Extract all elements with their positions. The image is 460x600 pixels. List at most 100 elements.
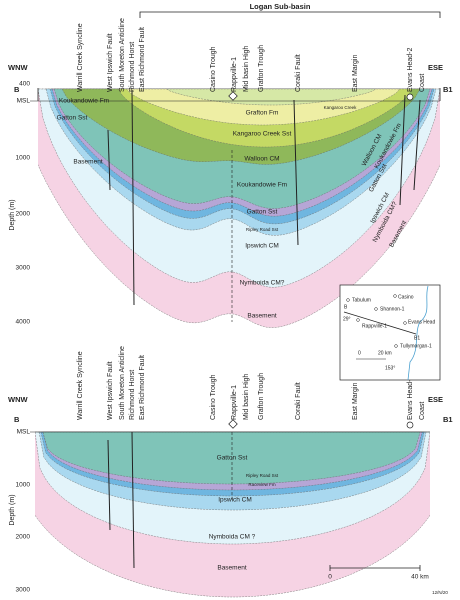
- label: B: [14, 415, 20, 424]
- label: Nymboida CM ?: [209, 534, 256, 541]
- label: Warrill Creek Syncline: [77, 23, 84, 92]
- label: Coraki Fault: [295, 382, 302, 420]
- coastline: [407, 285, 429, 381]
- rock-layer: [42, 431, 421, 485]
- line: [413, 99, 421, 191]
- label: Rappville-1: [362, 323, 387, 329]
- label: Rappville-1: [231, 57, 238, 92]
- label: 400: [19, 81, 30, 88]
- label: Tullymorgan-1: [400, 343, 432, 349]
- label: Grafton Fm: [246, 110, 279, 117]
- label: Walloon CM: [244, 156, 279, 163]
- label: Kangaroo Creek Sst: [233, 131, 292, 138]
- label: Coast: [419, 74, 426, 92]
- label: 2000: [16, 534, 31, 541]
- label: 3000: [16, 587, 31, 594]
- label: Basement: [217, 565, 246, 572]
- bottom-section-layers: [35, 431, 430, 598]
- line: [293, 99, 299, 246]
- label: ESE: [428, 395, 443, 404]
- label: Nymboida CM?: [240, 280, 285, 287]
- label: Gatton Sst: [217, 455, 248, 462]
- label: East Margin: [352, 383, 359, 420]
- label: East Margin: [352, 55, 359, 92]
- label: 153°: [385, 365, 395, 371]
- place-marker: [394, 344, 398, 348]
- label: ESE: [428, 63, 443, 72]
- label: WNW: [8, 63, 28, 72]
- label: Kangaroo Creek: [324, 105, 358, 110]
- label: 40 km: [411, 574, 429, 581]
- line: [131, 89, 135, 306]
- label: 0: [358, 350, 361, 356]
- line: [343, 311, 417, 335]
- line: [107, 129, 111, 191]
- label: Gatton Sst: [247, 209, 278, 216]
- label: Ipswich CM: [218, 497, 252, 504]
- label: East Richmond Fault: [139, 355, 146, 420]
- place-marker: [374, 307, 378, 311]
- label: Depth (m): [9, 494, 16, 525]
- label: Grafton Trough: [258, 373, 265, 420]
- bracket: [139, 11, 441, 18]
- label: 1000: [16, 482, 31, 489]
- label: MSL: [17, 429, 31, 436]
- label: Casino Trough: [210, 374, 217, 420]
- label: 3000: [16, 265, 31, 272]
- label: Shannon-1: [380, 306, 405, 312]
- line: [107, 439, 111, 531]
- label: Ripley Road Sst: [246, 227, 279, 232]
- label: Logan Sub-basin: [250, 2, 311, 11]
- label: Tabulum: [352, 297, 371, 303]
- label: Richmond Horst: [129, 370, 136, 420]
- label: Richmond Horst: [129, 42, 136, 92]
- label: Basement: [247, 313, 276, 320]
- label: Evans Head: [408, 319, 435, 325]
- inset-map: [339, 284, 441, 381]
- label: East Richmond Fault: [139, 27, 146, 92]
- line: [131, 431, 135, 569]
- label: B1: [414, 335, 420, 341]
- label: Mid basin High: [243, 374, 250, 420]
- label: B: [344, 304, 348, 310]
- label: Raceview Fm: [248, 482, 276, 487]
- label: Koukandowie Fm: [237, 182, 287, 189]
- label: 4000: [16, 319, 31, 326]
- label: 20 km: [378, 350, 392, 356]
- label: Ripley Road Sst: [246, 473, 279, 478]
- label: Warrill Creek Syncline: [77, 351, 84, 420]
- label: Evans Head-2: [407, 48, 414, 92]
- label: West Ipswich Fault: [107, 33, 114, 92]
- label: Mid basin High: [243, 46, 250, 92]
- label: WNW: [8, 395, 28, 404]
- well-marker: [406, 93, 414, 101]
- label: Casino Trough: [210, 46, 217, 92]
- label: Rappville-1: [231, 385, 238, 420]
- label: Coraki Fault: [295, 54, 302, 92]
- label: South Moreton Anticline: [119, 346, 126, 420]
- line: [399, 94, 406, 206]
- label: Grafton Trough: [258, 45, 265, 92]
- place-marker: [346, 298, 350, 302]
- overlay: Logan Sub-basin Warrill Creek Syncline Wes…: [8, 2, 453, 595]
- top-section-layers: [38, 88, 440, 328]
- label: 12/N/20: [432, 590, 448, 595]
- well-marker: [406, 421, 414, 429]
- label: Depth (m): [9, 199, 16, 230]
- well-marker: [228, 91, 238, 101]
- label: Casino: [398, 294, 414, 300]
- label: Evans Head-2: [407, 376, 414, 420]
- label: 0: [328, 574, 332, 581]
- label: 2000: [16, 211, 31, 218]
- label: MSL: [17, 98, 31, 105]
- well-marker: [228, 419, 238, 429]
- label: B: [14, 85, 20, 94]
- label: Koukandowie Fm: [59, 98, 109, 105]
- label: 29°: [343, 316, 351, 322]
- label: West Ipswich Fault: [107, 361, 114, 420]
- label: Coast: [419, 402, 426, 420]
- label: B1: [443, 415, 453, 424]
- place-marker: [403, 321, 407, 325]
- label: Gatton Sst: [57, 115, 88, 122]
